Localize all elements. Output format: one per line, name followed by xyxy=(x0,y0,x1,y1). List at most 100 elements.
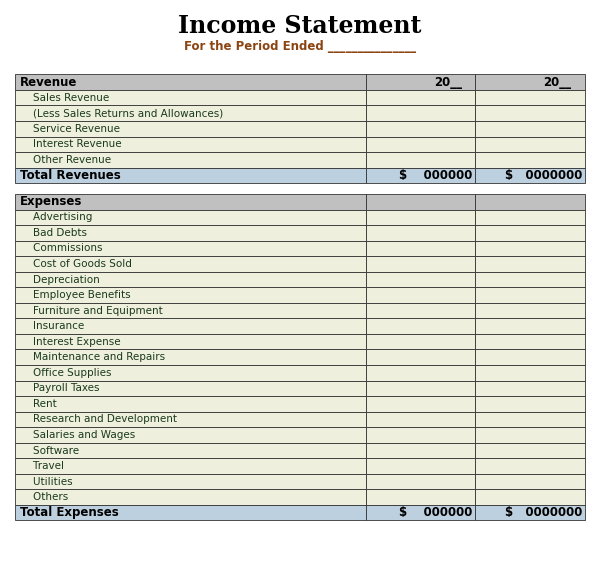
Bar xyxy=(475,209,585,225)
Bar xyxy=(15,303,365,318)
Bar xyxy=(365,505,475,520)
Text: $    000000: $ 000000 xyxy=(398,169,472,182)
Bar xyxy=(475,194,585,209)
Text: Employee Benefits: Employee Benefits xyxy=(20,290,130,300)
Bar xyxy=(475,474,585,490)
Text: (Less Sales Returns and Allowances): (Less Sales Returns and Allowances) xyxy=(20,108,223,118)
Text: Rent: Rent xyxy=(20,399,56,409)
Bar xyxy=(365,350,475,365)
Bar xyxy=(475,241,585,256)
Text: 20__: 20__ xyxy=(434,75,461,89)
Bar xyxy=(365,303,475,318)
Text: Interest Expense: Interest Expense xyxy=(20,337,121,347)
Bar xyxy=(475,427,585,443)
Bar xyxy=(365,241,475,256)
Text: Office Supplies: Office Supplies xyxy=(20,368,112,378)
Text: Income Statement: Income Statement xyxy=(178,14,422,38)
Bar xyxy=(15,225,365,241)
Bar xyxy=(15,106,365,121)
Text: Other Revenue: Other Revenue xyxy=(20,155,111,165)
Bar xyxy=(15,458,365,474)
Bar xyxy=(15,209,365,225)
Bar xyxy=(15,396,365,412)
Bar xyxy=(475,121,585,136)
Text: Bad Debts: Bad Debts xyxy=(20,228,87,238)
Bar xyxy=(365,168,475,183)
Text: Maintenance and Repairs: Maintenance and Repairs xyxy=(20,352,165,362)
Bar xyxy=(365,74,475,90)
Bar xyxy=(15,474,365,490)
Bar xyxy=(365,106,475,121)
Bar xyxy=(365,365,475,380)
Bar xyxy=(365,225,475,241)
Text: $    000000: $ 000000 xyxy=(398,506,472,519)
Bar xyxy=(365,396,475,412)
Bar xyxy=(15,443,365,458)
Bar xyxy=(475,365,585,380)
Bar xyxy=(15,152,365,168)
Bar xyxy=(475,412,585,427)
Bar xyxy=(15,318,365,334)
Text: Advertising: Advertising xyxy=(20,212,92,222)
Bar xyxy=(475,287,585,303)
Bar xyxy=(365,334,475,350)
Bar xyxy=(365,194,475,209)
Bar xyxy=(475,458,585,474)
Bar xyxy=(15,287,365,303)
Text: Cost of Goods Sold: Cost of Goods Sold xyxy=(20,259,131,269)
Text: Commissions: Commissions xyxy=(20,244,102,253)
Bar xyxy=(475,505,585,520)
Bar xyxy=(365,121,475,136)
Bar xyxy=(365,209,475,225)
Bar xyxy=(475,225,585,241)
Text: Payroll Taxes: Payroll Taxes xyxy=(20,383,100,393)
Bar xyxy=(15,365,365,380)
Bar xyxy=(475,272,585,287)
Bar xyxy=(475,74,585,90)
Bar xyxy=(475,136,585,152)
Bar xyxy=(365,380,475,396)
Text: Sales Revenue: Sales Revenue xyxy=(20,93,109,103)
Bar xyxy=(365,287,475,303)
Text: Total Revenues: Total Revenues xyxy=(20,169,121,182)
Text: Furniture and Equipment: Furniture and Equipment xyxy=(20,306,163,316)
Bar xyxy=(15,505,365,520)
Text: Total Expenses: Total Expenses xyxy=(20,506,119,519)
Bar xyxy=(15,136,365,152)
Bar xyxy=(15,412,365,427)
Text: $   0000000: $ 0000000 xyxy=(505,169,582,182)
Bar xyxy=(15,490,365,505)
Bar xyxy=(15,168,365,183)
Text: Software: Software xyxy=(20,445,79,455)
Bar xyxy=(365,490,475,505)
Text: Research and Development: Research and Development xyxy=(20,415,177,425)
Text: $   0000000: $ 0000000 xyxy=(505,506,582,519)
Bar xyxy=(365,427,475,443)
Text: Others: Others xyxy=(20,492,68,502)
Bar xyxy=(365,152,475,168)
Text: Travel: Travel xyxy=(20,461,64,471)
Bar xyxy=(15,256,365,272)
Bar xyxy=(475,490,585,505)
Bar xyxy=(15,74,365,90)
Bar xyxy=(15,272,365,287)
Bar xyxy=(15,380,365,396)
Bar xyxy=(365,412,475,427)
Bar xyxy=(365,443,475,458)
Bar xyxy=(475,396,585,412)
Bar xyxy=(365,136,475,152)
Bar xyxy=(475,350,585,365)
Bar xyxy=(15,350,365,365)
Text: Service Revenue: Service Revenue xyxy=(20,124,120,134)
Bar xyxy=(365,272,475,287)
Bar xyxy=(365,458,475,474)
Text: Interest Revenue: Interest Revenue xyxy=(20,139,121,149)
Text: Salaries and Wages: Salaries and Wages xyxy=(20,430,135,440)
Bar xyxy=(475,256,585,272)
Bar xyxy=(15,90,365,106)
Bar xyxy=(365,256,475,272)
Bar xyxy=(475,303,585,318)
Bar xyxy=(475,380,585,396)
Bar xyxy=(365,90,475,106)
Bar xyxy=(475,106,585,121)
